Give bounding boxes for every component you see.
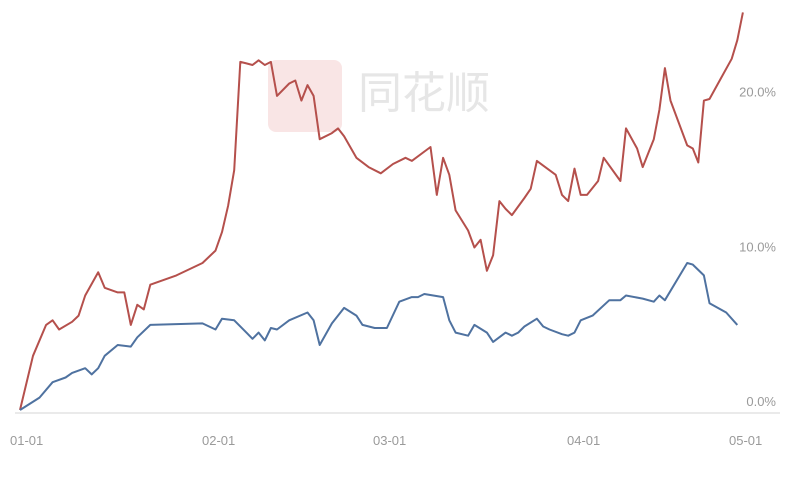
series-line-red	[19, 12, 744, 411]
y-tick-label: 20.0%	[739, 85, 776, 100]
y-tick-label: 10.0%	[739, 239, 776, 254]
x-tick-label: 04-01	[567, 433, 600, 448]
watermark-logo	[268, 60, 342, 132]
y-tick-label: 0.0%	[746, 394, 776, 409]
x-tick-label: 05-01	[729, 433, 762, 448]
x-tick-label: 01-01	[10, 433, 43, 448]
watermark: 同花顺	[268, 60, 490, 132]
series-group	[19, 12, 744, 411]
watermark-text: 同花顺	[358, 68, 490, 119]
x-axis: 01-01 02-01 03-01 04-01 05-01	[10, 433, 762, 448]
x-tick-label: 03-01	[373, 433, 406, 448]
x-tick-label: 02-01	[202, 433, 235, 448]
y-axis: 0.0% 10.0% 20.0%	[739, 85, 776, 409]
series-line-blue	[19, 262, 739, 411]
